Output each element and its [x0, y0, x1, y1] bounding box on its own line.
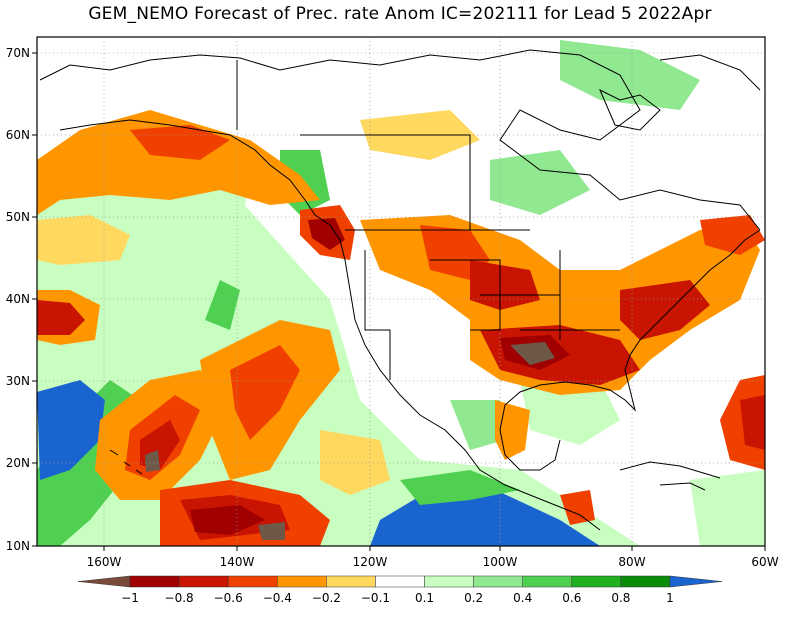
colorbar-label: −0.4 [263, 591, 292, 605]
lat-label: 30N [6, 374, 30, 388]
colorbar-swatch [227, 575, 278, 588]
alaska-dry-region [37, 110, 320, 215]
colorbar-label: 0.8 [611, 591, 630, 605]
colorbar-swatch [326, 575, 376, 588]
lon-label: 60W [751, 555, 778, 569]
lat-label: 20N [6, 456, 30, 470]
lon-label: 160W [87, 555, 122, 569]
tick-marks [32, 52, 766, 551]
anomaly-field [37, 37, 765, 546]
lon-label: 140W [220, 555, 255, 569]
colorbar-label: −0.1 [361, 591, 390, 605]
colorbar-label: 1 [666, 591, 674, 605]
map-title: GEM_NEMO Forecast of Prec. rate Anom IC=… [88, 4, 712, 24]
lat-label: 70N [6, 46, 30, 60]
lon-label: 80W [618, 555, 645, 569]
colorbar-labels: −1 −0.8 −0.6 −0.4 −0.2 −0.1 0.1 0.2 0.4 0.6 0.8 1 [121, 591, 674, 605]
coastlines [39, 49, 761, 531]
colorbar-label: −1 [121, 591, 139, 605]
longitude-labels: 160W 140W 120W 100W 80W 60W [87, 555, 779, 569]
colorbar-swatch [424, 575, 474, 588]
colorbar-label: 0.2 [464, 591, 483, 605]
colorbar-right-arrow [669, 575, 723, 588]
colorbar-swatch [473, 575, 523, 588]
colorbar-swatch [375, 575, 425, 588]
lat-label: 50N [6, 210, 30, 224]
colorbar-label: 0.6 [562, 591, 581, 605]
lat-label: 40N [6, 292, 30, 306]
colorbar-swatch [620, 575, 671, 588]
colorbar-swatch [178, 575, 229, 588]
colorbar-left-arrow [77, 575, 131, 588]
lat-label: 60N [6, 128, 30, 142]
colorbar-swatch [277, 575, 327, 588]
wet-max-west [37, 380, 105, 480]
colorbar-label: 0.1 [415, 591, 434, 605]
colorbar-swatch [522, 575, 573, 588]
lon-label: 100W [483, 555, 518, 569]
colorbar-swatch [129, 575, 180, 588]
colorbar [77, 575, 723, 588]
colorbar-label: −0.8 [165, 591, 194, 605]
dry-max-south-us [510, 342, 555, 365]
latitude-labels: 70N 60N 50N 40N 30N 20N 10N [6, 46, 30, 553]
lon-label: 120W [353, 555, 388, 569]
colorbar-swatch [571, 575, 622, 588]
colorbar-label: −0.2 [312, 591, 341, 605]
colorbar-label: −0.6 [214, 591, 243, 605]
lat-label: 10N [6, 539, 30, 553]
map-frame [36, 36, 766, 547]
colorbar-label: 0.4 [513, 591, 532, 605]
